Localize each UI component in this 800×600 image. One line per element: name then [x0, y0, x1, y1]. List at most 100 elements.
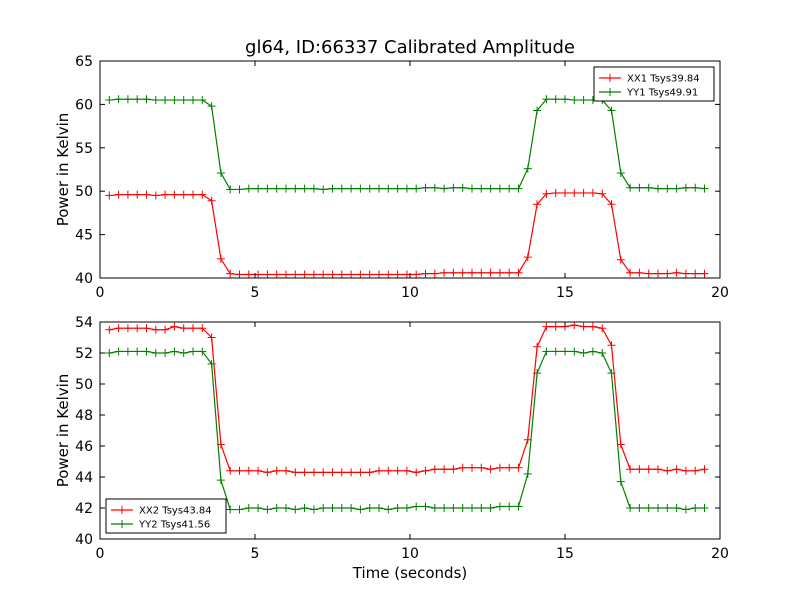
panel-2-series-2-marker [161, 349, 170, 357]
panel-1-series-1-marker [263, 270, 272, 278]
panel-2-y-tick-label: 40 [75, 532, 93, 548]
panel-1-y-tick-label: 60 [75, 97, 93, 113]
panel-1-series-2-marker [189, 96, 197, 105]
panel-2-series-2-marker [681, 505, 690, 514]
panel-2-series-2-marker [189, 347, 197, 356]
panel-1-series-1-marker [235, 270, 244, 278]
panel-1-series-1-marker [291, 270, 300, 278]
panel-1-series-1-marker [328, 270, 337, 278]
panel-2-series-2-marker [365, 504, 374, 512]
panel-2-series-1-marker [207, 333, 216, 342]
panel-1-series-1-marker [691, 269, 700, 278]
panel-2-series-2-marker [226, 505, 235, 514]
panel-1-series-1-marker [412, 270, 421, 278]
panel-2-series-1-marker [365, 468, 374, 477]
panel-2-y-tick-label: 42 [75, 501, 93, 517]
panel-1-series-1-marker [514, 268, 523, 277]
panel-2-series-2-marker [393, 504, 402, 512]
panel-1-series-2-marker [561, 95, 569, 104]
panel-1-series-2-marker [272, 184, 281, 193]
panel-1-series-1-marker [616, 255, 625, 264]
panel-1-series-2-marker [356, 184, 365, 193]
panel-2-series-2-marker [114, 347, 123, 356]
panel-1-series-1-marker [170, 190, 179, 199]
panel-1-series-1-marker [440, 268, 449, 277]
panel-2-series-2-marker [235, 505, 244, 514]
panel-1-series-2-marker [309, 184, 318, 193]
panel-2-series-1-marker [309, 468, 318, 477]
panel-2-series-2-marker [263, 505, 272, 514]
panel-2-series-2-marker [440, 504, 449, 512]
panel-1-series-2-marker [514, 184, 523, 193]
panel-1-series-1-marker [272, 270, 281, 278]
panel-1-series-1 [105, 188, 709, 278]
panel-2-series-2-marker [514, 502, 523, 511]
panel-1-series-2-marker [551, 95, 560, 104]
panel-2-series-2-marker [533, 369, 542, 378]
panel-1-legend-swatch-marker [606, 74, 614, 82]
panel-1-series-2-marker [486, 184, 495, 193]
panel-2-x-tick-label: 20 [711, 546, 729, 562]
panel-2-series-1-marker [440, 465, 449, 474]
panel-1-x-tick-label: 5 [251, 285, 260, 301]
panel-1-series-2-marker [505, 184, 514, 193]
panel-2-series-2-marker [142, 347, 151, 356]
panel-1-series-2-marker [635, 183, 644, 192]
panel-2-series-2-marker [347, 504, 356, 512]
panel-2-series-1-marker [300, 468, 309, 477]
panel-1-series-2-marker [700, 184, 709, 193]
panel-2-series-2-marker [505, 502, 514, 511]
panel-2-series-2-marker [598, 349, 607, 357]
panel-1-series-2-marker [123, 95, 132, 104]
panel-2-legend-swatch-marker [118, 506, 126, 514]
panel-1-series-1-marker [393, 270, 402, 278]
panel-2-series-1-marker [282, 466, 290, 475]
panel-1-series-2-marker [430, 183, 439, 192]
panel-1-series-1-marker [495, 268, 504, 277]
panel-2-y-tick-label: 46 [75, 439, 93, 455]
panel-2-series-2-marker [421, 502, 430, 511]
panel-2-series-1-marker [449, 465, 458, 474]
panel-1-series-1-marker [635, 268, 644, 277]
panel-1-series-1-marker [542, 189, 551, 198]
panel-1-series-2-marker [654, 184, 662, 193]
panel-1-series-1-marker [189, 190, 197, 199]
panel-1-series-2-marker [198, 96, 207, 105]
panel-1-series-1-marker [486, 268, 495, 277]
panel-2-series-2-marker [282, 504, 290, 512]
panel-1-series-1-marker [421, 269, 430, 278]
panel-1-series-2-marker [282, 184, 290, 193]
panel-2-series-1-marker [198, 324, 207, 333]
panel-1-series-2-marker [570, 96, 579, 105]
panel-2-series-2-marker [551, 347, 560, 356]
panel-2-x-tick-label: 0 [96, 546, 105, 562]
panel-2-series-1-marker [430, 465, 439, 474]
panel-2-series-2-marker [588, 347, 597, 356]
panel-1-legend-swatch-marker [606, 88, 614, 96]
panel-1-series-1-marker [226, 269, 235, 278]
panel-1-series-2-marker [105, 96, 114, 105]
panel-2-series-2-marker [319, 504, 328, 512]
panel-1-series-1-marker [300, 270, 309, 278]
panel-2-series-1-marker [254, 466, 263, 475]
panel-2-series-2-marker [542, 347, 551, 356]
panel-1-series-2-marker [440, 184, 449, 193]
panel-1-x-tick-label: 15 [556, 285, 574, 301]
panel-1-y-tick-label: 55 [75, 141, 93, 157]
panel-1-series-1-marker [700, 269, 709, 278]
panel-1-series-2-marker [691, 183, 700, 192]
panel-2-series-1-marker [663, 466, 672, 475]
panel-1-series-2-marker [375, 184, 383, 193]
panel-1-series-2-marker [365, 184, 374, 193]
panel-1-series-2-marker [114, 95, 123, 104]
chart-title: gl64, ID:66337 Calibrated Amplitude [245, 37, 575, 58]
panel-2-series-1-marker [598, 324, 607, 333]
panel-2-series-1-marker [356, 468, 365, 477]
panel-1-series-1-marker [337, 270, 346, 278]
panel-2-series-2-marker [402, 504, 411, 512]
panel-1-series-2-marker [216, 168, 225, 177]
panel-1-series-1-marker [468, 268, 476, 277]
panel-1-series-2-marker [644, 183, 653, 192]
panel-2-series-2-marker [300, 504, 309, 512]
panel-1-series-1-marker [282, 270, 290, 278]
